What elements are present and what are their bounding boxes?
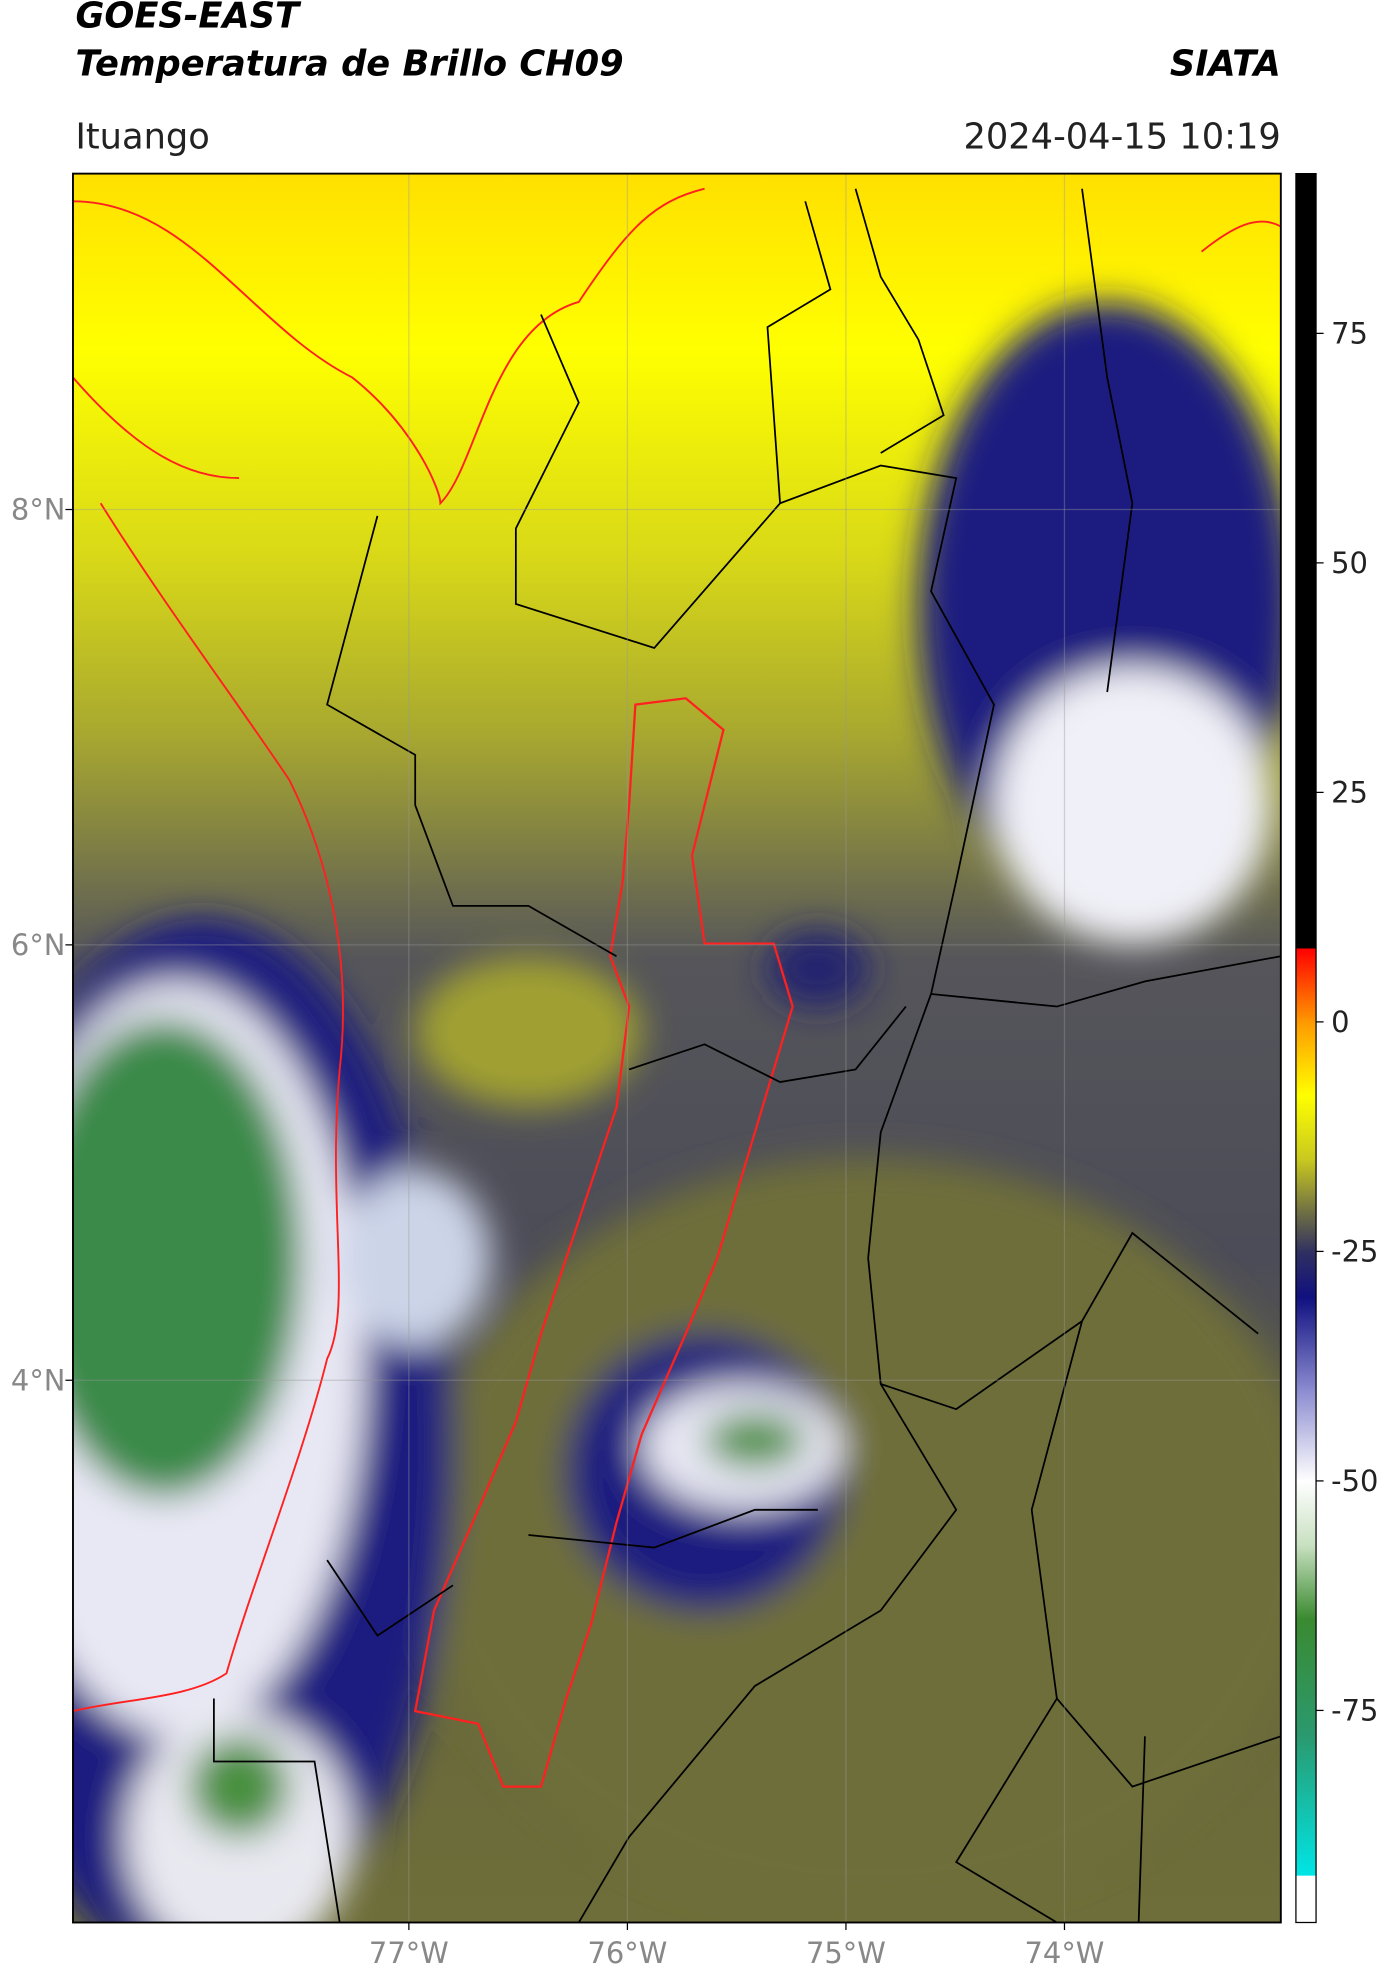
colorbar-tick-label: -75 xyxy=(1331,1693,1378,1727)
region: Ituango xyxy=(75,116,209,157)
colorbar-tick-label: 25 xyxy=(1331,775,1368,809)
colorbar-tick-label: -25 xyxy=(1331,1234,1378,1268)
colorbar-tick-label: -50 xyxy=(1331,1464,1378,1498)
colorbar-tick-label: 50 xyxy=(1331,546,1368,580)
datetime: 2024-04-15 10:19 xyxy=(963,116,1280,157)
colorbar-segment xyxy=(1295,1480,1317,1546)
colorbar-segment xyxy=(1295,1874,1317,1877)
colorbar-segment xyxy=(1295,1095,1317,1161)
colorbar xyxy=(1295,173,1317,1924)
colorbar-tick-label: 75 xyxy=(1331,316,1368,350)
y-tick-label: 8°N xyxy=(11,493,66,527)
colorbar-segment xyxy=(1295,1159,1317,1207)
x-tick-label: 75°W xyxy=(806,1936,886,1970)
x-tick-label: 74°W xyxy=(1025,1936,1105,1970)
colorbar-segment xyxy=(1295,1251,1317,1298)
colorbar-segment xyxy=(1295,173,1317,949)
subtitle: Temperatura de Brillo CH09 xyxy=(75,43,623,84)
colorbar-tick-label: 0 xyxy=(1331,1005,1349,1039)
colorbar-segment xyxy=(1295,1297,1317,1390)
map-image xyxy=(72,173,1281,1923)
x-tick-label: 76°W xyxy=(587,1936,667,1970)
y-tick-label: 4°N xyxy=(11,1363,66,1397)
source: SIATA xyxy=(1170,43,1281,84)
title: GOES-EAST xyxy=(75,0,302,37)
colorbar-segment xyxy=(1295,1021,1317,1096)
colorbar-segment xyxy=(1295,1737,1317,1876)
colorbar-segment xyxy=(1295,1618,1317,1739)
colorbar-segment xyxy=(1295,1205,1317,1253)
colorbar-segment xyxy=(1295,948,1317,1023)
colorbar-segment xyxy=(1295,1389,1317,1482)
y-tick-label: 6°N xyxy=(11,928,66,962)
map-frame xyxy=(72,172,1282,1924)
colorbar-frame xyxy=(1295,172,1317,1924)
colorbar-segment xyxy=(1295,947,1317,950)
x-tick-label: 77°W xyxy=(369,1936,449,1970)
grid xyxy=(72,173,1281,1923)
colorbar-segment xyxy=(1295,1545,1317,1620)
colorbar-segment xyxy=(1295,1875,1317,1924)
